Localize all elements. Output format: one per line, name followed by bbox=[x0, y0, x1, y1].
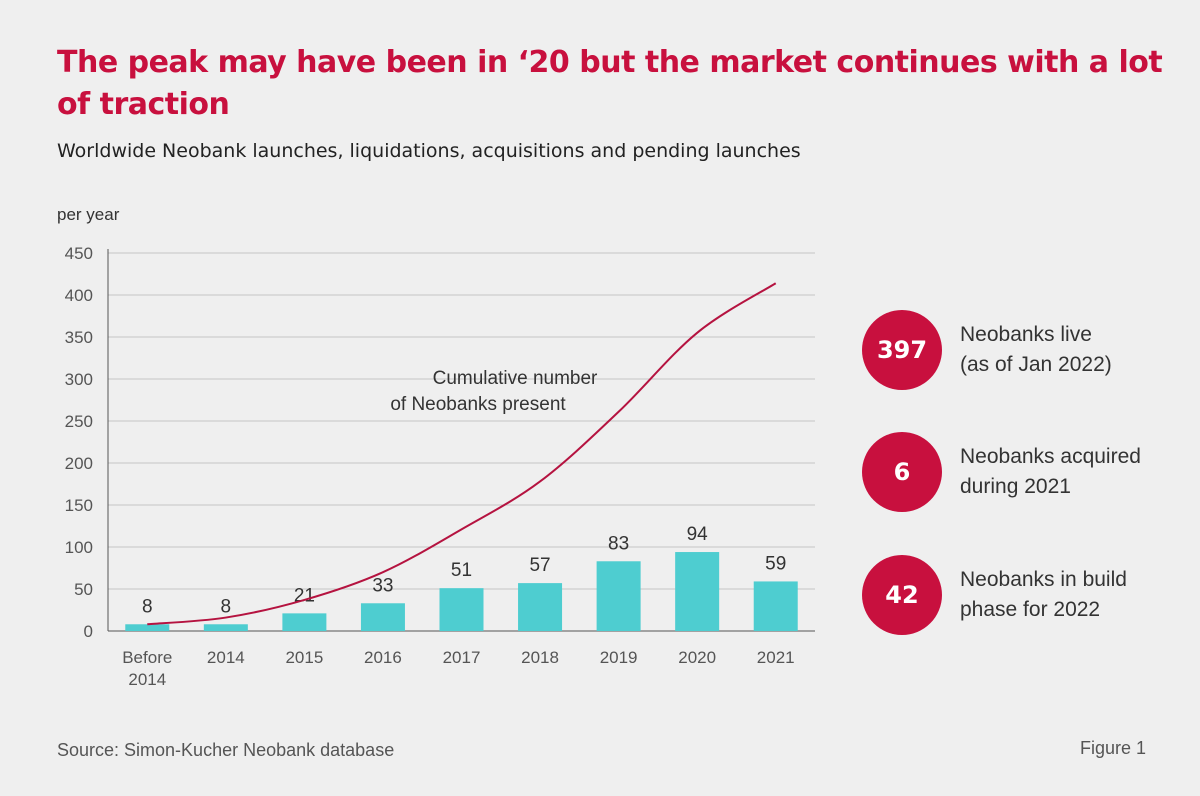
bar-data-label: 8 bbox=[221, 596, 232, 617]
stat-label: Neobanks in build phase for 2022 bbox=[960, 565, 1190, 625]
stat-label: Neobanks live (as of Jan 2022) bbox=[960, 320, 1190, 380]
bar-data-label: 51 bbox=[451, 560, 472, 581]
x-tick-label: 2018 bbox=[521, 648, 559, 667]
y-tick-label: 250 bbox=[65, 412, 93, 431]
stat-label-line: phase for 2022 bbox=[960, 598, 1101, 621]
x-tick-label: Before bbox=[122, 648, 172, 667]
x-tick-label: 2021 bbox=[757, 648, 795, 667]
bar bbox=[753, 581, 798, 631]
bar-line-chart: per year 0 50 100 150 200 250 300 350 400 450 8 8 21 3… bbox=[57, 205, 815, 689]
bar-data-label: 94 bbox=[687, 524, 709, 545]
stat-circle: 6 bbox=[862, 432, 942, 512]
bar-data-label: 8 bbox=[142, 596, 153, 617]
stat-circle: 397 bbox=[862, 310, 942, 390]
bar bbox=[203, 624, 248, 631]
x-tick-label: 2014 bbox=[128, 670, 166, 689]
bar-data-label: 59 bbox=[765, 553, 786, 574]
stat-circle: 42 bbox=[862, 555, 942, 635]
y-tick-label: 300 bbox=[65, 370, 93, 389]
y-tick-label: 0 bbox=[84, 622, 93, 641]
y-tick-label: 50 bbox=[74, 580, 93, 599]
y-tick-label: 100 bbox=[65, 538, 93, 557]
chart-title: The peak may have been in ‘20 but the ma… bbox=[57, 45, 1163, 122]
y-axis-label: per year bbox=[57, 205, 120, 224]
bar-data-label: 83 bbox=[608, 533, 629, 554]
y-tick-label: 150 bbox=[65, 496, 93, 515]
stat-label-line: (as of Jan 2022) bbox=[960, 353, 1112, 376]
bar bbox=[675, 552, 720, 631]
bar bbox=[596, 561, 641, 631]
stat-label-line: during 2021 bbox=[960, 475, 1071, 498]
figure-label: Figure 1 bbox=[1079, 738, 1146, 758]
stat-label-line: Neobanks live bbox=[960, 323, 1092, 346]
chart-subtitle: Worldwide Neobank launches, liquidations… bbox=[57, 140, 801, 162]
stat-neobanks-in-build: 42 Neobanks in build phase for 2022 bbox=[862, 555, 1182, 635]
x-tick-label: 2016 bbox=[364, 648, 402, 667]
x-tick-label: 2015 bbox=[285, 648, 323, 667]
bar bbox=[282, 613, 327, 631]
y-tick-label: 450 bbox=[65, 244, 93, 263]
line-annotation: Cumulative number bbox=[433, 368, 598, 389]
stat-neobanks-live: 397 Neobanks live (as of Jan 2022) bbox=[862, 310, 1182, 390]
stat-label-line: Neobanks in build bbox=[960, 568, 1127, 591]
y-tick-label: 200 bbox=[65, 454, 93, 473]
stat-label-line: Neobanks acquired bbox=[960, 445, 1141, 468]
stat-neobanks-acquired: 6 Neobanks acquired during 2021 bbox=[862, 432, 1182, 512]
x-tick-label: 2017 bbox=[443, 648, 481, 667]
bar bbox=[360, 603, 405, 631]
x-tick-label: 2020 bbox=[678, 648, 716, 667]
x-tick-label: 2014 bbox=[207, 648, 245, 667]
line-annotation: of Neobanks present bbox=[390, 394, 566, 415]
cumulative-line bbox=[147, 282, 777, 626]
stat-label: Neobanks acquired during 2021 bbox=[960, 442, 1190, 502]
bar bbox=[125, 624, 170, 631]
y-tick-label: 350 bbox=[65, 328, 93, 347]
y-tick-label: 400 bbox=[65, 286, 93, 305]
source-note: Source: Simon-Kucher Neobank database bbox=[57, 740, 395, 760]
bar-data-label: 21 bbox=[294, 585, 315, 606]
x-tick-label: 2019 bbox=[600, 648, 638, 667]
bar-data-label: 33 bbox=[372, 575, 393, 596]
bar bbox=[518, 583, 563, 631]
bar bbox=[439, 588, 484, 631]
bar-data-label: 57 bbox=[529, 555, 550, 576]
